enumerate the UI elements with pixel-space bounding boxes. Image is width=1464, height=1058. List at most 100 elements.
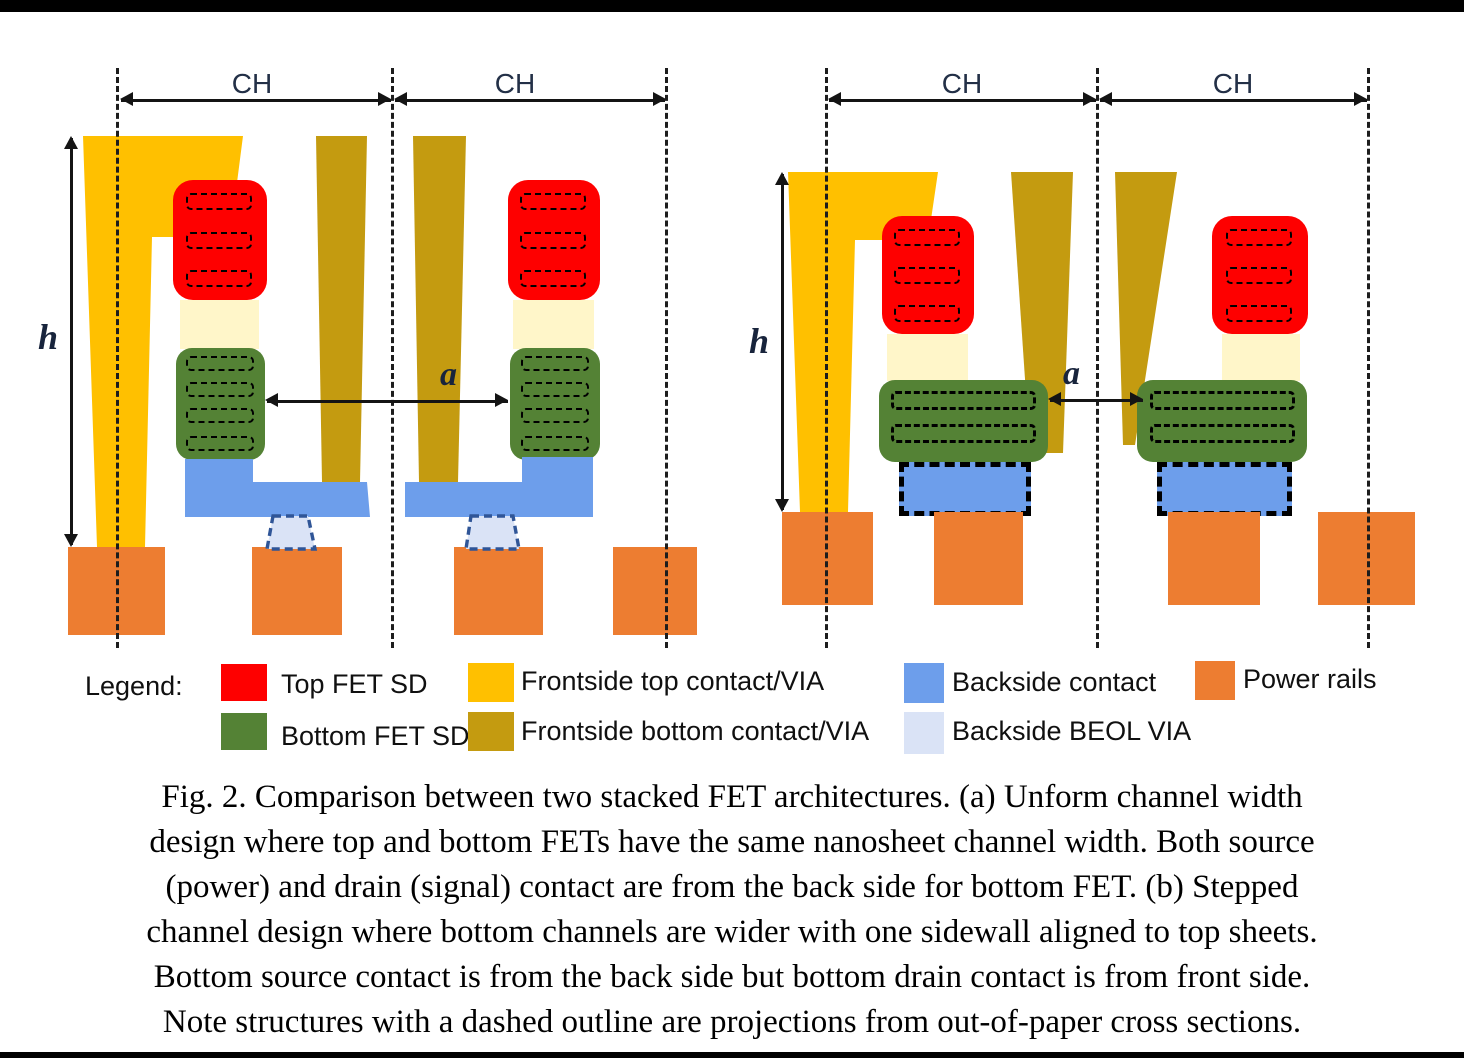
a-guide-line-1 <box>116 68 119 648</box>
b-ch-label-1: CH <box>941 68 983 99</box>
b-guide-line-1 <box>825 68 828 648</box>
b-ch-arrow-1 <box>829 99 1096 102</box>
arrowhead <box>120 92 133 106</box>
arrowhead <box>1099 92 1112 106</box>
legend-swatch-power-rails <box>1195 661 1235 700</box>
a-bottom-fet-sd-2 <box>510 348 600 460</box>
b-top-fet-sd-1 <box>882 216 974 334</box>
arrowhead <box>775 499 789 512</box>
a-power-rail-3 <box>454 547 543 635</box>
nanosheet-row <box>521 382 589 397</box>
a-guide-line-2 <box>391 68 394 648</box>
legend-label-top-fet-sd: Top FET SD <box>281 669 428 699</box>
a-ch-label-1: CH <box>231 68 273 99</box>
legend-label-frontside-bottom: Frontside bottom contact/VIA <box>521 716 870 746</box>
nanosheet-row <box>891 391 1036 410</box>
caption-line: Bottom source contact is from the back s… <box>153 959 1311 995</box>
legend-swatch-frontside-top <box>468 663 514 702</box>
arrowhead <box>653 92 666 106</box>
caption-line: Fig. 2. Comparison between two stacked F… <box>161 779 1303 815</box>
nanosheet-row <box>520 193 586 210</box>
nanosheet-row <box>186 382 254 397</box>
b-ch-label-2: CH <box>1212 68 1254 99</box>
arrowhead <box>1354 92 1367 106</box>
a-beol-via-1 <box>264 514 318 551</box>
a-guide-line-3 <box>665 68 668 648</box>
b-bottom-fet-sd-2 <box>1137 380 1307 462</box>
caption-line: design where top and bottom FETs have th… <box>149 824 1315 860</box>
a-power-rail-2 <box>252 547 342 635</box>
legend-swatch-bottom-fet-sd <box>221 713 267 750</box>
nanosheet-row <box>186 193 252 210</box>
nanosheet-row <box>186 408 254 423</box>
a-ch-arrow-2 <box>395 99 665 102</box>
legend-label-frontside-top: Frontside top contact/VIA <box>521 666 825 696</box>
nanosheet-row <box>894 305 960 322</box>
arrowhead <box>64 136 78 149</box>
b-a-label: a <box>1063 355 1080 392</box>
a-a-arrow <box>267 400 508 403</box>
a-a-label: a <box>440 356 457 393</box>
a-ch-arrow-1 <box>121 99 391 102</box>
b-ch-arrow-2 <box>1100 99 1367 102</box>
arrowhead <box>1083 92 1096 106</box>
a-power-rail-4 <box>613 547 697 635</box>
legend-swatch-backside-contact <box>904 663 944 703</box>
nanosheet-row <box>1226 305 1292 322</box>
nanosheet-row <box>186 356 254 371</box>
b-guide-line-2 <box>1096 68 1099 648</box>
nanosheet-row <box>1226 229 1292 246</box>
b-power-rail-2 <box>934 512 1023 605</box>
b-gate-1 <box>887 334 968 381</box>
nanosheet-row <box>1150 391 1295 410</box>
a-ch-label-2: CH <box>494 68 536 99</box>
a-bottom-fet-sd-1 <box>176 348 265 460</box>
a-gate-1 <box>180 300 259 349</box>
legend-label-backside-beol-via: Backside BEOL VIA <box>952 716 1192 746</box>
nanosheet-row <box>520 270 586 287</box>
arrowhead <box>1130 392 1143 406</box>
b-gate-2 <box>1222 334 1300 381</box>
b-a-arrow <box>1050 399 1143 402</box>
a-beol-via-2 <box>464 514 522 551</box>
nanosheet-row <box>894 229 960 246</box>
b-backside-contact-2 <box>1157 462 1292 516</box>
b-power-rail-4 <box>1318 512 1415 605</box>
nanosheet-row <box>521 408 589 423</box>
legend-title: Legend: <box>85 671 183 701</box>
nanosheet-row <box>894 267 960 284</box>
legend-label-backside-contact: Backside contact <box>952 667 1157 697</box>
nanosheet-row <box>186 436 254 451</box>
a-frontside-bottom-via-1 <box>316 136 367 482</box>
b-backside-contact-1 <box>899 462 1031 516</box>
nanosheet-row <box>1150 424 1295 443</box>
arrowhead <box>265 393 278 407</box>
a-h-arrow <box>70 138 73 545</box>
top-rule-bar <box>0 0 1464 12</box>
a-gate-2 <box>513 300 594 349</box>
a-top-fet-sd-2 <box>508 180 600 300</box>
nanosheet-row <box>521 436 589 451</box>
a-top-fet-sd-1 <box>173 180 267 300</box>
arrowhead <box>378 92 391 106</box>
arrowhead <box>64 534 78 547</box>
arrowhead <box>495 393 508 407</box>
nanosheet-row <box>186 270 252 287</box>
b-h-label: h <box>749 321 770 361</box>
nanosheet-row <box>891 424 1036 443</box>
b-bottom-fet-sd-1 <box>879 380 1048 462</box>
a-h-label: h <box>38 317 59 357</box>
b-top-fet-sd-2 <box>1212 216 1308 334</box>
bottom-rule-bar <box>0 1052 1464 1058</box>
arrowhead <box>828 92 841 106</box>
nanosheet-row <box>186 232 252 249</box>
caption-line: Note structures with a dashed outline ar… <box>162 1004 1302 1040</box>
nanosheet-row <box>1226 267 1292 284</box>
b-h-arrow <box>781 174 784 510</box>
legend-swatch-top-fet-sd <box>221 664 267 701</box>
legend-label-power-rails: Power rails <box>1243 664 1377 694</box>
legend-swatch-backside-beol-via <box>904 712 944 754</box>
b-power-rail-3 <box>1168 512 1260 605</box>
b-guide-line-3 <box>1367 68 1370 648</box>
